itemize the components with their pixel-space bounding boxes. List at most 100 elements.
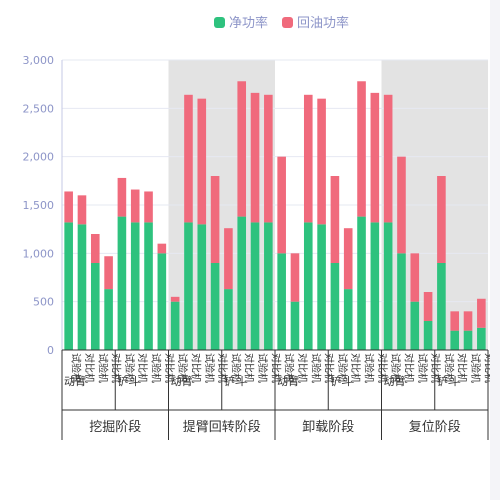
bar-net-power[interactable] bbox=[170, 301, 180, 350]
x-group-label: 动臂 bbox=[64, 375, 86, 388]
bar-return-oil-power[interactable] bbox=[144, 191, 153, 223]
x-category-label: 试验机 bbox=[150, 353, 163, 383]
y-tick-label: 500 bbox=[33, 296, 54, 309]
x-category-label: 试验机 bbox=[389, 353, 402, 383]
bar-net-power[interactable] bbox=[90, 263, 100, 350]
bar-return-oil-power[interactable] bbox=[224, 228, 233, 290]
x-category-label: 试验机 bbox=[469, 353, 482, 383]
bar-return-oil-power[interactable] bbox=[357, 81, 366, 217]
bar-return-oil-power[interactable] bbox=[117, 177, 127, 217]
x-category-label: 对比机 bbox=[243, 353, 256, 383]
bar-return-oil-power[interactable] bbox=[210, 176, 220, 263]
bar-net-power[interactable] bbox=[130, 222, 140, 350]
bar-return-oil-power[interactable] bbox=[463, 311, 473, 331]
bar-net-power[interactable] bbox=[157, 253, 167, 350]
bar-net-power[interactable] bbox=[277, 253, 286, 350]
bar-return-oil-power[interactable] bbox=[170, 296, 180, 302]
bar-net-power[interactable] bbox=[144, 222, 153, 350]
bar-net-power[interactable] bbox=[330, 263, 340, 350]
bar-net-power[interactable] bbox=[64, 222, 73, 350]
x-category-label: 对比机 bbox=[136, 353, 149, 383]
x-category-label: 试验机 bbox=[336, 353, 349, 383]
bar-return-oil-power[interactable] bbox=[264, 94, 273, 223]
bar-return-oil-power[interactable] bbox=[410, 253, 420, 302]
x-category-label: 对比机 bbox=[269, 353, 282, 383]
bar-return-oil-power[interactable] bbox=[303, 94, 313, 223]
legend-label-1[interactable]: 回油功率 bbox=[297, 15, 349, 31]
x-category-label: 试验机 bbox=[442, 353, 455, 383]
bar-return-oil-power[interactable] bbox=[184, 94, 193, 223]
y-tick-label: 3,000 bbox=[23, 54, 55, 67]
bar-return-oil-power[interactable] bbox=[277, 156, 286, 254]
x-group-label: 铲斗 bbox=[437, 374, 459, 388]
bar-return-oil-power[interactable] bbox=[397, 156, 406, 254]
x-category-label: 试验机 bbox=[416, 353, 429, 383]
bar-net-power[interactable] bbox=[477, 327, 486, 350]
bar-net-power[interactable] bbox=[224, 289, 233, 350]
x-category-label: 对比机 bbox=[216, 353, 229, 383]
bar-return-oil-power[interactable] bbox=[423, 292, 433, 321]
bar-net-power[interactable] bbox=[197, 224, 207, 350]
x-category-label: 试验机 bbox=[123, 353, 136, 383]
bar-net-power[interactable] bbox=[370, 222, 380, 350]
bar-net-power[interactable] bbox=[383, 222, 393, 350]
bar-return-oil-power[interactable] bbox=[370, 92, 380, 223]
x-phase-label: 挖掘阶段 bbox=[89, 420, 141, 435]
bar-net-power[interactable] bbox=[463, 330, 473, 350]
bar-net-power[interactable] bbox=[117, 216, 127, 350]
bar-net-power[interactable] bbox=[237, 216, 247, 350]
y-axis: 0 500 1,000 1,500 2,000 2,500 3,000 bbox=[23, 54, 63, 357]
x-category-label: 试验机 bbox=[229, 353, 242, 383]
y-tick-label: 0 bbox=[47, 344, 54, 357]
bar-return-oil-power[interactable] bbox=[157, 243, 167, 254]
bar-return-oil-power[interactable] bbox=[237, 81, 247, 217]
legend-swatch-0[interactable] bbox=[214, 17, 225, 28]
bar-net-power[interactable] bbox=[77, 224, 87, 350]
bar-return-oil-power[interactable] bbox=[104, 256, 113, 290]
bar-net-power[interactable] bbox=[437, 263, 446, 350]
bar-return-oil-power[interactable] bbox=[90, 234, 100, 263]
bar-net-power[interactable] bbox=[250, 222, 260, 350]
bar-return-oil-power[interactable] bbox=[64, 191, 73, 223]
bar-net-power[interactable] bbox=[450, 330, 460, 350]
bar-return-oil-power[interactable] bbox=[290, 253, 300, 302]
bar-net-power[interactable] bbox=[343, 289, 353, 350]
bar-net-power[interactable] bbox=[184, 222, 193, 350]
bar-net-power[interactable] bbox=[423, 321, 433, 350]
x-category-label: 对比机 bbox=[482, 353, 490, 383]
bar-net-power[interactable] bbox=[397, 253, 406, 350]
x-category-label: 试验机 bbox=[283, 353, 296, 383]
y-tick-label: 2,500 bbox=[23, 102, 55, 115]
bar-return-oil-power[interactable] bbox=[130, 189, 140, 223]
bar-return-oil-power[interactable] bbox=[477, 298, 486, 328]
bar-return-oil-power[interactable] bbox=[317, 98, 326, 225]
bar-net-power[interactable] bbox=[104, 289, 113, 350]
x-category-label: 试验机 bbox=[309, 353, 322, 383]
bar-net-power[interactable] bbox=[317, 224, 326, 350]
bar-net-power[interactable] bbox=[290, 301, 300, 350]
bar-net-power[interactable] bbox=[264, 222, 273, 350]
legend-swatch-1[interactable] bbox=[282, 17, 293, 28]
bar-net-power[interactable] bbox=[410, 301, 420, 350]
x-category-label: 试验机 bbox=[363, 353, 376, 383]
bar-return-oil-power[interactable] bbox=[330, 176, 340, 263]
bar-return-oil-power[interactable] bbox=[343, 228, 353, 290]
bar-return-oil-power[interactable] bbox=[450, 311, 460, 331]
bar-return-oil-power[interactable] bbox=[437, 176, 446, 263]
legend[interactable]: 净功率 回油功率 bbox=[214, 15, 349, 31]
x-category-label: 对比机 bbox=[163, 353, 176, 383]
x-phase-label: 提臂回转阶段 bbox=[183, 419, 261, 435]
bar-return-oil-power[interactable] bbox=[197, 98, 207, 225]
bar-net-power[interactable] bbox=[210, 263, 220, 350]
y-tick-label: 1,000 bbox=[23, 247, 55, 260]
bar-return-oil-power[interactable] bbox=[250, 92, 260, 223]
x-group-label: 铲斗 bbox=[224, 374, 246, 388]
x-group-label: 动臂 bbox=[277, 375, 299, 388]
bar-return-oil-power[interactable] bbox=[383, 94, 393, 223]
y-tick-label: 1,500 bbox=[23, 199, 55, 212]
bar-net-power[interactable] bbox=[303, 222, 313, 350]
bar-return-oil-power[interactable] bbox=[77, 195, 87, 225]
legend-label-0[interactable]: 净功率 bbox=[229, 15, 268, 31]
bar-net-power[interactable] bbox=[357, 216, 366, 350]
